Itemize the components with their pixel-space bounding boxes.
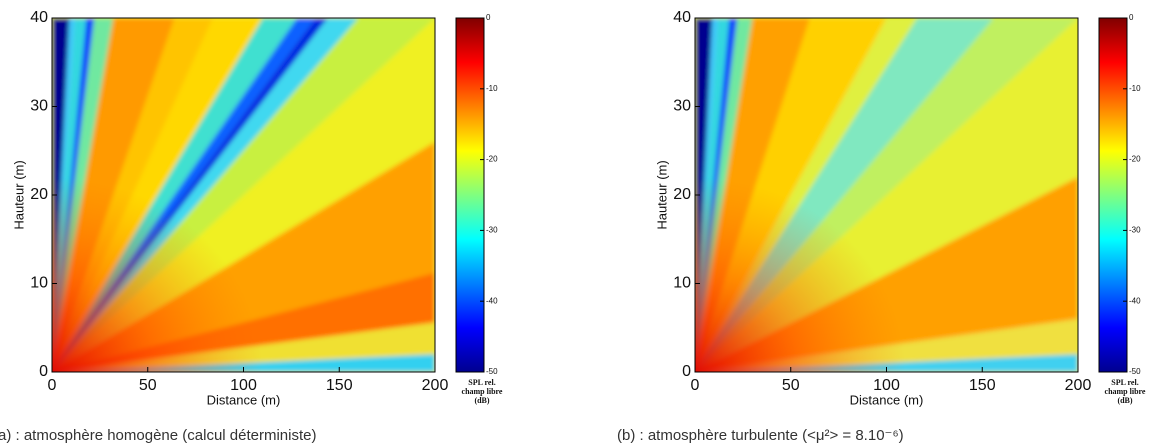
colorbar-tick-label: 0	[1129, 13, 1134, 22]
heatmap-hotspot	[52, 18, 435, 372]
x-tick-label: 50	[139, 377, 157, 394]
colorbar	[455, 17, 485, 373]
colorbar-tick-label: 0	[486, 13, 491, 22]
chart: 0 50 100 150 200 0 10 20 30 40 Distance (m) Hauteur…	[0, 9, 503, 444]
y-tick-label: 10	[30, 275, 48, 292]
colorbar-label: (dB)	[1117, 396, 1132, 405]
y-tick-label: 40	[30, 9, 48, 26]
colorbar-tick-label: -40	[486, 296, 498, 305]
colorbar-tick-label: -50	[486, 367, 498, 376]
caption: (a) : atmosphère homogène (calcul déterm…	[0, 427, 316, 444]
colorbar-label: SPL rel.	[1111, 378, 1138, 387]
colorbar-tick-label: -10	[1129, 84, 1141, 93]
colorbar-tick-label: -50	[1129, 367, 1141, 376]
x-axis-label: Distance (m)	[207, 392, 281, 407]
y-tick-label: 20	[673, 186, 691, 203]
x-tick-label: 200	[422, 377, 449, 394]
heatmap-field	[695, 18, 1078, 372]
colorbar-tick-label: -20	[486, 155, 498, 164]
y-tick-label: 20	[30, 186, 48, 203]
y-tick-label: 30	[673, 98, 691, 115]
x-tick-label: 100	[873, 377, 900, 394]
colorbar-tick-label: -20	[1129, 155, 1141, 164]
y-tick-label: 0	[682, 363, 691, 380]
y-axis-label: Hauteur (m)	[654, 160, 669, 229]
caption: (b) : atmosphère turbulente (<μ²> = 8.10…	[617, 427, 904, 444]
x-tick-label: 150	[326, 377, 353, 394]
colorbar-label: champ libre	[1105, 387, 1146, 396]
chart: 0 50 100 150 200 0 10 20 30 40 Distance (m) Hauteur…	[617, 9, 1146, 444]
y-tick-label: 40	[673, 9, 691, 26]
colorbar-tick-label: -40	[1129, 296, 1141, 305]
y-tick-label: 10	[673, 275, 691, 292]
x-tick-label: 0	[48, 377, 57, 394]
x-tick-label: 0	[691, 377, 700, 394]
colorbar-tick-label: -30	[486, 226, 498, 235]
heatmap-field	[52, 18, 435, 372]
x-tick-label: 150	[969, 377, 996, 394]
x-tick-label: 200	[1065, 377, 1092, 394]
y-tick-label: 30	[30, 98, 48, 115]
heatmap-hotspot	[695, 18, 1078, 372]
y-tick-label: 0	[39, 363, 48, 380]
x-tick-label: 100	[230, 377, 257, 394]
colorbar-tick-label: -10	[486, 84, 498, 93]
colorbar-label: (dB)	[474, 396, 489, 405]
colorbar-label: champ libre	[462, 387, 503, 396]
x-tick-label: 50	[782, 377, 800, 394]
colorbar	[1098, 17, 1128, 373]
colorbar-tick-label: -30	[1129, 226, 1141, 235]
colorbar-label: SPL rel.	[468, 378, 495, 387]
x-axis-label: Distance (m)	[850, 392, 924, 407]
y-axis-label: Hauteur (m)	[11, 160, 26, 229]
